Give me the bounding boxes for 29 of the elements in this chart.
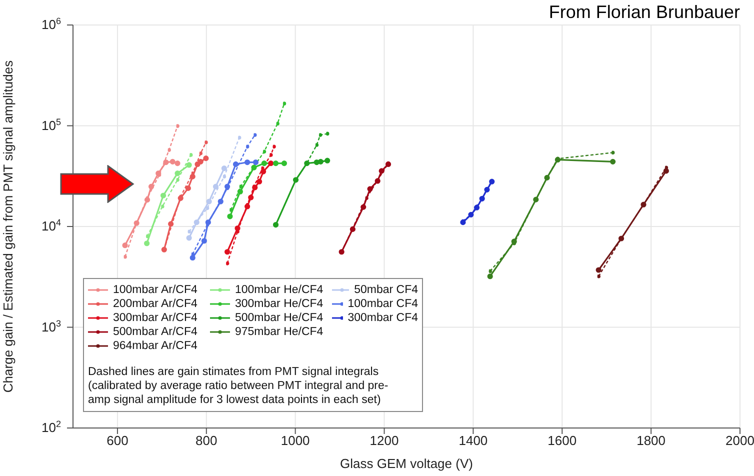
legend-label: 200mbar Ar/CF4	[113, 298, 198, 310]
x-tick-label: 1000	[280, 433, 310, 448]
x-tick-label: 1600	[548, 433, 577, 448]
legend-label: 975mbar He/CF4	[235, 326, 324, 338]
x-tick-label: 1800	[636, 433, 666, 448]
legend-label: 300mbar CF4	[348, 312, 418, 324]
x-tick-label: 800	[196, 433, 218, 448]
legend-label: 50mbar CF4	[354, 284, 418, 296]
legend-label: 964mbar Ar/CF4	[113, 340, 198, 352]
y-tick-label: 10$^{3}$	[42, 318, 61, 334]
y-tick-label: 10$^{5}$	[42, 116, 61, 133]
x-tick-label: 1200	[370, 433, 399, 448]
legend-label: 100mbar Ar/CF4	[113, 284, 198, 296]
x-axis-title: Glass GEM voltage (V)	[340, 456, 473, 471]
legend-label: 500mbar Ar/CF4	[113, 326, 198, 338]
y-tick-label: 10$^{4}$	[42, 218, 61, 234]
y-tick-label: 10$^{2}$	[42, 419, 61, 435]
legend-label: 100mbar CF4	[348, 298, 418, 310]
legend-label: 500mbar He/CF4	[235, 312, 324, 324]
x-tick-label: 600	[106, 433, 128, 448]
legend-label: 300mbar Ar/CF4	[113, 312, 198, 324]
y-tick-label: 10$^{6}$	[42, 16, 61, 32]
annotation: Dashed lines are gain stimates from PMT signal integrals (calibrated by average ratio between PMT integral and pre-amp signal amplitude for 3 lowest data points in each set)	[88, 365, 390, 407]
x-tick-label: 2000	[726, 433, 754, 448]
legend-label: 300mbar He/CF4	[235, 298, 324, 310]
x-tick-label: 1400	[458, 433, 488, 448]
text: From Florian Brunbauer	[548, 2, 740, 23]
legend-label: 100mbar He/CF4	[235, 284, 324, 296]
y-axis-title: Charge gain / Estimated gain from PMT signal amplitudes	[0, 60, 16, 393]
